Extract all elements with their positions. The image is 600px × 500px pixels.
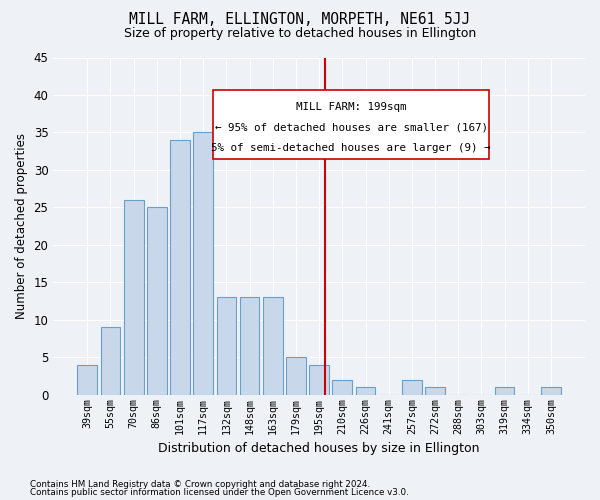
Bar (425, 388, 445, 395)
Bar (77, 365, 97, 395)
X-axis label: Distribution of detached houses by size in Ellington: Distribution of detached houses by size … (158, 442, 480, 455)
Bar (495, 388, 514, 395)
Bar (309, 365, 329, 395)
Bar (263, 298, 283, 395)
Text: 5% of semi-detached houses are larger (9) →: 5% of semi-detached houses are larger (9… (211, 143, 491, 153)
Bar (170, 140, 190, 395)
Bar (541, 388, 561, 395)
Bar (193, 132, 213, 395)
Bar (124, 200, 143, 395)
Text: Contains public sector information licensed under the Open Government Licence v3: Contains public sector information licen… (30, 488, 409, 497)
Bar (217, 298, 236, 395)
Bar (402, 380, 422, 395)
Bar (147, 208, 167, 395)
Text: ← 95% of detached houses are smaller (167): ← 95% of detached houses are smaller (16… (215, 122, 488, 132)
Text: Contains HM Land Registry data © Crown copyright and database right 2024.: Contains HM Land Registry data © Crown c… (30, 480, 370, 489)
FancyBboxPatch shape (213, 90, 489, 158)
Bar (332, 380, 352, 395)
Y-axis label: Number of detached properties: Number of detached properties (15, 133, 28, 319)
Bar (356, 388, 376, 395)
Text: Size of property relative to detached houses in Ellington: Size of property relative to detached ho… (124, 28, 476, 40)
Bar (240, 298, 259, 395)
Text: MILL FARM, ELLINGTON, MORPETH, NE61 5JJ: MILL FARM, ELLINGTON, MORPETH, NE61 5JJ (130, 12, 470, 28)
Bar (101, 328, 121, 395)
Text: MILL FARM: 199sqm: MILL FARM: 199sqm (296, 102, 406, 113)
Bar (286, 358, 306, 395)
